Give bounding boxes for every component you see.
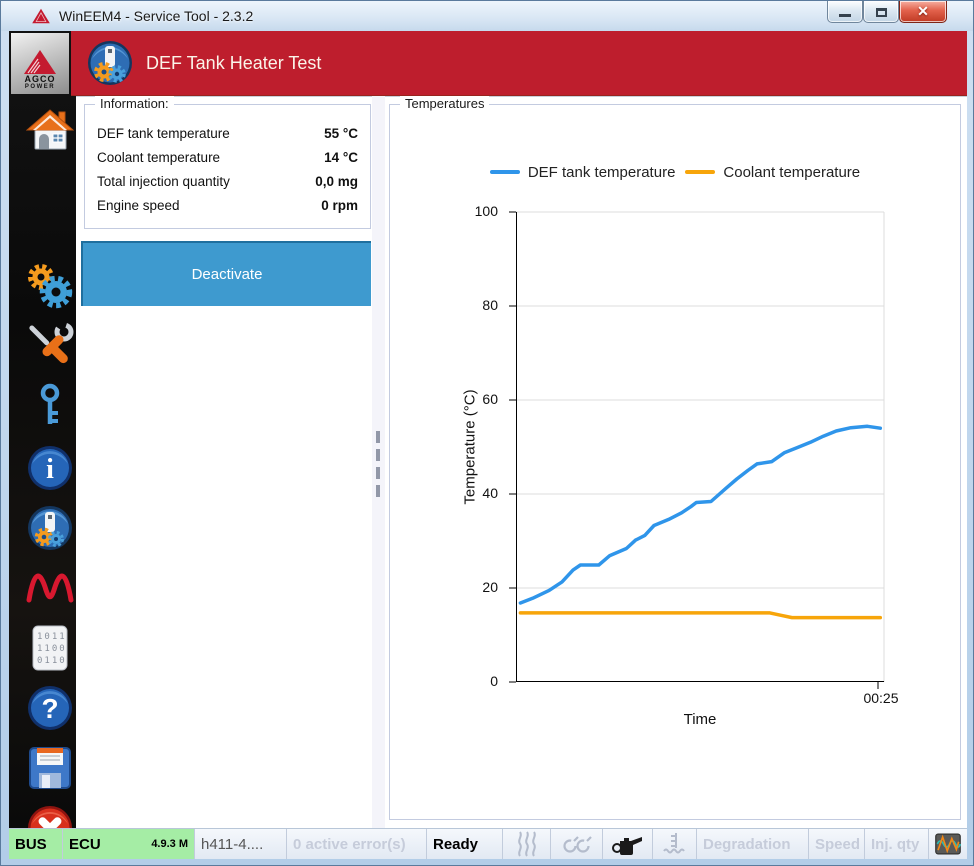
app-logo-icon [32,8,50,24]
coolant-line-swatch [685,170,716,174]
y-tick-label: 80 [482,297,498,313]
information-panel: Information: DEF tank temperature 55 °C … [84,96,371,229]
ready-state: Ready [427,829,503,859]
oil-can-icon [603,829,653,859]
x-axis-title: Time [683,711,717,728]
close-icon: ✕ [917,3,929,19]
svg-text:i: i [46,454,54,485]
status-bar: BUS ECU 4.9.3 M h411-4.... 0 active erro… [9,828,967,859]
temperature-chart [509,211,885,689]
info-label: DEF tank temperature [97,125,230,141]
titlebar[interactable]: WinEEM4 - Service Tool - 2.3.2 ✕ [1,1,973,31]
active-errors: 0 active error(s) [287,829,427,859]
y-tick-label: 0 [490,673,498,689]
fullscreen-icon[interactable] [26,862,74,866]
window-title: WinEEM4 - Service Tool - 2.3.2 [59,8,254,24]
info-value: 55 °C [324,125,358,141]
device-name: h411-4.... [195,829,287,859]
ecu-label: ECU [69,835,101,853]
temperatures-panel: Temperatures [389,96,961,820]
inj-qty-indicator: Inj. qty [865,829,929,859]
minimize-icon [839,14,851,17]
agco-power-logo: AGCO POWER [9,31,71,96]
splitter-grip [376,431,380,443]
y-tick-label: 100 [474,203,498,219]
y-tick-label: 20 [482,579,498,595]
ecu-version: 4.9.3 M [151,838,188,850]
home-icon[interactable] [26,107,74,155]
info-row-def-temp: DEF tank temperature 55 °C [93,121,362,145]
ecu-status: ECU 4.9.3 M [63,829,195,859]
information-panel-title: Information: [95,96,174,111]
legend-label: Coolant temperature [723,163,861,181]
speed-indicator: Speed [809,829,865,859]
temperatures-panel-title: Temperatures [400,96,490,111]
mini-graph-button[interactable] [929,829,967,859]
minimize-button[interactable] [827,1,863,23]
settings-gears-icon[interactable] [26,262,74,310]
agco-triangle-icon [24,50,56,74]
panel-splitter[interactable] [372,96,385,828]
splitter-grip [376,449,380,461]
y-tick-label: 40 [482,485,498,501]
def-heater-test-icon [88,41,132,85]
legend-label: DEF tank temperature [527,163,676,181]
info-icon[interactable]: i [26,444,74,492]
signal-wave-icon[interactable] [26,564,74,612]
help-icon[interactable]: ? [26,684,74,732]
def-line-swatch [489,170,520,174]
mini-graph-icon [935,833,961,855]
tools-icon[interactable] [26,322,74,370]
sidebar: i 1011 1100 0110 ? [9,96,76,850]
service-test-icon[interactable] [26,504,74,552]
coolant-temp-icon [653,829,697,859]
info-row-injection-qty: Total injection quantity 0,0 mg [93,169,362,193]
maximize-icon [876,8,887,17]
x-axis-end-tick-label: 00:25 [863,690,899,706]
bus-status: BUS [9,829,63,859]
splitter-grip [376,485,380,497]
page-header: DEF Tank Heater Test [71,31,967,96]
info-label: Coolant temperature [97,149,221,165]
y-tick-label: 60 [482,391,498,407]
glow-plug-icon [551,829,603,859]
air-heater-icon [503,829,551,859]
chart-legend: DEF tank temperature Coolant temperature [389,161,961,183]
logo-text-power: POWER [24,84,56,90]
chart-plot-area [509,211,885,689]
degradation-indicator: Degradation [697,829,809,859]
svg-text:1100: 1100 [37,644,67,654]
logo-text-agco: AGCO [24,74,56,84]
save-icon[interactable] [26,744,74,792]
legend-item-def: DEF tank temperature [489,163,676,181]
svg-text:0110: 0110 [37,656,67,666]
info-label: Engine speed [97,197,180,213]
svg-text:1011: 1011 [37,632,67,642]
info-value: 0,0 mg [315,173,358,189]
info-label: Total injection quantity [97,173,230,189]
info-row-engine-speed: Engine speed 0 rpm [93,193,362,217]
info-value: 0 rpm [321,197,358,213]
legend-item-coolant: Coolant temperature [685,164,860,181]
info-row-coolant-temp: Coolant temperature 14 °C [93,145,362,169]
y-axis-title: Temperature (°C) [461,389,479,505]
y-axis-labels: 0 20 40 60 80 100 [448,203,508,689]
splitter-grip [376,467,380,479]
key-icon[interactable] [26,382,74,430]
page-title: DEF Tank Heater Test [146,52,322,73]
data-matrix-icon[interactable]: 1011 1100 0110 [26,624,74,672]
deactivate-button[interactable]: Deactivate [81,241,371,306]
svg-text:?: ? [41,693,58,724]
close-button[interactable]: ✕ [899,1,947,23]
info-value: 14 °C [324,149,358,165]
maximize-button[interactable] [863,1,899,23]
